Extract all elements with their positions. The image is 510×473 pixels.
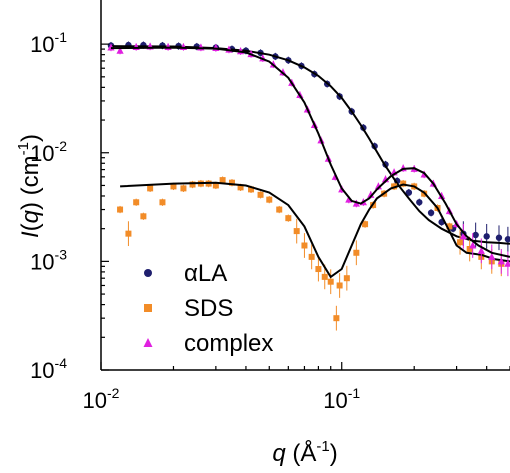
data-point	[483, 233, 490, 240]
data-point	[466, 245, 473, 252]
axes: 10-2 10-1 10-1 10-2 10-3 10-4	[30, 0, 510, 413]
data-point	[457, 239, 464, 246]
series-1	[117, 176, 510, 331]
legend-marker	[144, 304, 152, 312]
data-point	[469, 241, 477, 249]
data-point	[170, 183, 177, 190]
legend-label: αLA	[184, 260, 227, 287]
series-2	[107, 42, 510, 277]
data-point	[477, 246, 485, 254]
data-point	[116, 46, 124, 54]
y-axis-title: I(q) (cm-1)	[15, 134, 44, 238]
legend-item-0: αLA	[144, 260, 227, 287]
x-axis-title: q (Å-1)	[272, 438, 337, 467]
data-point	[257, 191, 264, 198]
legend-item-2: complex	[143, 330, 273, 357]
legend: αLA SDS complex	[143, 260, 273, 357]
series-layer	[107, 41, 510, 331]
y-tick-label: 10-4	[30, 355, 67, 383]
data-point	[446, 223, 453, 230]
data-point	[248, 186, 255, 193]
legend-marker	[143, 338, 153, 347]
data-point	[308, 253, 315, 260]
data-point	[333, 315, 340, 322]
data-point	[459, 232, 467, 240]
data-point	[495, 234, 503, 241]
legend-label: SDS	[184, 295, 233, 322]
data-point	[353, 249, 360, 256]
data-point	[416, 199, 423, 206]
data-point	[336, 282, 343, 289]
fit-line	[110, 46, 510, 258]
data-point	[189, 181, 196, 188]
data-point	[405, 189, 413, 196]
x-tick-label: 10-2	[83, 385, 120, 413]
data-point	[285, 215, 292, 222]
data-point	[293, 228, 300, 235]
data-point	[301, 242, 308, 249]
legend-marker	[144, 269, 152, 277]
data-point	[117, 206, 124, 213]
data-point	[504, 236, 510, 243]
data-point	[180, 185, 187, 192]
data-point	[374, 182, 382, 190]
data-point	[125, 230, 132, 237]
series-0	[107, 41, 510, 252]
fit-line	[110, 45, 510, 245]
data-point	[362, 221, 369, 228]
y-tick-label: 10-1	[30, 29, 67, 57]
data-point	[427, 209, 435, 217]
data-point	[266, 196, 273, 203]
axis-titles: q (Å-1) I(q) (cm-1)	[15, 134, 338, 467]
data-point	[237, 184, 244, 191]
data-point	[140, 213, 147, 220]
fit-line	[120, 181, 510, 279]
data-point	[147, 185, 154, 192]
legend-item-1: SDS	[144, 295, 233, 322]
data-point	[327, 278, 334, 285]
data-point	[497, 257, 505, 265]
y-tick-label: 10-2	[30, 138, 67, 166]
data-point	[212, 182, 219, 189]
x-tick-label: 10-1	[323, 385, 360, 413]
data-point	[321, 273, 328, 280]
data-point	[228, 179, 235, 186]
data-point	[488, 252, 496, 260]
data-point	[343, 275, 350, 282]
data-point	[472, 231, 479, 239]
legend-label: complex	[184, 330, 273, 357]
data-point	[504, 259, 510, 267]
data-point	[276, 206, 283, 213]
data-point	[315, 266, 322, 273]
data-point	[367, 190, 375, 198]
y-tick-label: 10-3	[30, 246, 67, 274]
data-point	[219, 177, 226, 184]
data-point	[159, 199, 166, 206]
data-point	[133, 199, 140, 206]
